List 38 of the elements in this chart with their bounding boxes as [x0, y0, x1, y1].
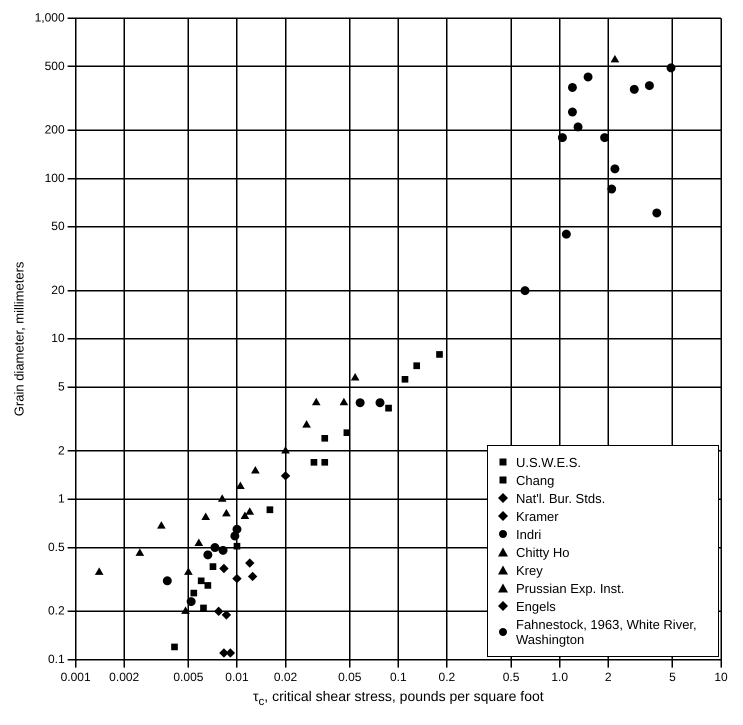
- x-tick-label: 0.001: [60, 670, 91, 684]
- x-tick-label: 10: [714, 670, 728, 684]
- y-tick-label: 50: [51, 219, 65, 234]
- x-tick-label: 0.01: [225, 670, 249, 684]
- x-tick-label: 0.5: [502, 670, 520, 684]
- legend-label: Nat'l. Bur. Stds.: [516, 490, 606, 506]
- x-tick-label: 0.2: [438, 670, 456, 684]
- y-tick-label: 1,000: [34, 10, 65, 25]
- x-tick-label: 1.0: [551, 670, 568, 684]
- legend-label: Kramer: [516, 508, 559, 524]
- legend-label: Indri: [516, 526, 542, 542]
- legend-label: Prussian Exp. Inst.: [516, 580, 624, 596]
- x-tick-label: 2: [604, 670, 612, 684]
- y-tick-label: 0.2: [48, 604, 65, 618]
- x-tick-label: 0.05: [338, 670, 362, 684]
- x-tick-label: 0.02: [274, 670, 298, 684]
- y-tick-label: 100: [44, 170, 65, 185]
- x-tick-label: 0.1: [390, 670, 407, 684]
- legend-label: Engels: [516, 598, 556, 614]
- legend-label: Krey: [516, 562, 543, 578]
- y-tick-label: 0.5: [48, 540, 65, 554]
- legend-label: Fahnestock, 1963, White River, Washington: [516, 616, 698, 647]
- legend-label: Chitty Ho: [516, 544, 570, 560]
- y-tick-label: 1: [58, 492, 65, 506]
- x-axis-title: τ$_{c}$, critical shear stress, pounds per square foot: [252, 688, 545, 708]
- legend-label: U.S.W.E.S.: [516, 454, 582, 470]
- y-tick-label: 5: [58, 379, 65, 394]
- y-tick-label: 10: [51, 331, 65, 346]
- y-tick-label: 20: [51, 282, 65, 297]
- x-tick-label: 5: [669, 670, 676, 684]
- y-tick-label: 2: [58, 443, 65, 458]
- y-tick-label: 0.1: [48, 652, 65, 666]
- x-tick-label: 0.002: [109, 670, 140, 684]
- legend-label: Chang: [516, 472, 554, 488]
- y-tick-label: 500: [44, 58, 65, 73]
- y-axis-title: Grain diameter, millimeters: [11, 261, 26, 416]
- y-tick-label: 200: [44, 122, 65, 137]
- x-tick-label: 0.005: [173, 670, 204, 684]
